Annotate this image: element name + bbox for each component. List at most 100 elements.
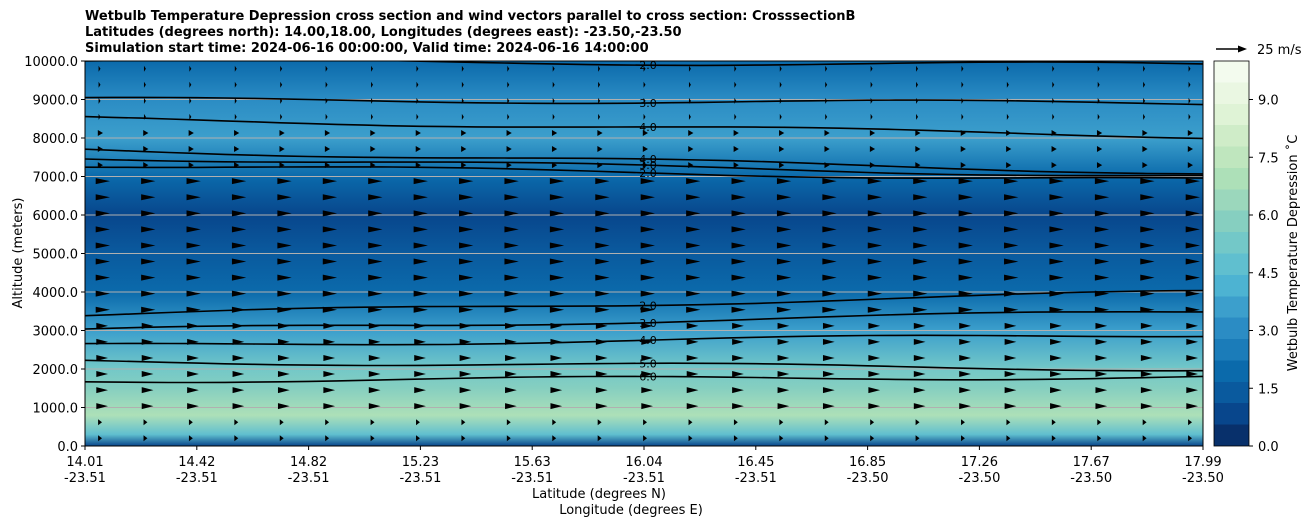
wind-vector (1051, 435, 1056, 442)
wind-vector (640, 210, 655, 217)
wind-vector (549, 290, 565, 297)
x-tick-label-lat: 16.04 (625, 455, 662, 470)
wind-vector (598, 65, 601, 72)
wind-vector (1140, 387, 1153, 394)
wind-vector (280, 81, 283, 88)
wind-vector (368, 322, 381, 329)
wind-vector (870, 419, 875, 426)
wind-vector (958, 226, 973, 233)
wind-vector (324, 146, 331, 153)
wind-vector (416, 419, 420, 426)
wind-vector (1185, 194, 1200, 201)
wind-vector (824, 419, 829, 426)
wind-vector (98, 419, 102, 426)
wind-vector (822, 306, 837, 313)
wind-vector (143, 435, 148, 442)
wind-vector (869, 162, 876, 169)
wind-vector (595, 371, 608, 378)
wind-vector (776, 178, 792, 185)
wind-vector (1143, 65, 1146, 72)
wind-vector (776, 194, 792, 201)
wind-vector (734, 97, 737, 104)
wind-vector (777, 338, 790, 345)
colorbar-tick-label: 7.5 (1258, 151, 1279, 166)
wind-vector (822, 403, 835, 410)
x-axis-label-lat: Latitude (degrees N) (532, 487, 666, 502)
wind-vector (643, 113, 646, 120)
wind-vector (368, 290, 383, 297)
wind-vector (825, 81, 828, 88)
wind-vector (1188, 419, 1192, 426)
wind-vector (416, 435, 420, 442)
wind-vector (504, 274, 519, 281)
wind-vector (822, 338, 835, 345)
wind-vector (824, 435, 829, 442)
wind-vector (143, 419, 148, 426)
wind-vector (1006, 97, 1009, 104)
wind-vector (1097, 435, 1102, 442)
wind-vector (505, 338, 517, 345)
wind-vector (368, 258, 383, 265)
wind-vector (188, 419, 193, 426)
wind-vector (1004, 290, 1019, 297)
wind-vector (1142, 419, 1147, 426)
wind-vector (597, 129, 603, 136)
x-tick-label-lat: 15.23 (402, 455, 439, 470)
wind-vector (188, 146, 194, 153)
wind-vector (280, 65, 283, 72)
contour-label: 6.0 (639, 370, 657, 383)
y-tick-label: 9000.0 (33, 94, 79, 109)
wind-vector (186, 258, 201, 265)
contour-label: 4.0 (639, 153, 657, 166)
wind-vector (776, 290, 792, 297)
wind-vector (459, 387, 472, 394)
x-tick-label-lon: -23.50 (1182, 471, 1224, 486)
wind-vector (868, 338, 881, 345)
wind-vector (1050, 354, 1062, 361)
wind-vector (867, 290, 883, 297)
wind-vector (597, 435, 602, 442)
contour-label: 2.0 (639, 300, 657, 313)
wind-vector (1004, 258, 1019, 265)
wind-vector (459, 354, 472, 361)
wind-vector (231, 210, 247, 217)
wind-vector (1187, 129, 1193, 136)
wind-vector (1186, 338, 1198, 345)
wind-vector (143, 146, 149, 153)
wind-vector (143, 129, 149, 136)
wind-vector (277, 242, 292, 249)
wind-vector (279, 162, 285, 169)
wind-vector (186, 290, 201, 297)
wind-vector (234, 97, 237, 104)
wind-vector (231, 258, 247, 265)
wind-vector (640, 178, 655, 185)
colorbar: 0.0 1.5 3.0 4.5 6.0 7.5 9.0 Wetbulb Temperatur… (1213, 60, 1301, 455)
contour-line-6-0 (85, 375, 1203, 384)
wind-vector (324, 162, 331, 169)
x-axis-label-lon: Longitude (degrees E) (559, 503, 703, 518)
wind-vector (913, 290, 928, 297)
wind-vector (822, 322, 835, 329)
wind-vector (549, 210, 565, 217)
wind-vector (549, 242, 565, 249)
wind-vector (1094, 226, 1110, 233)
wind-vector (504, 258, 519, 265)
wind-vector (686, 242, 701, 249)
wind-vector (1095, 403, 1108, 410)
wind-vector (961, 97, 964, 104)
x-tick-label-lon: -23.51 (176, 471, 218, 486)
wind-vector (916, 81, 918, 88)
wind-vector (867, 210, 883, 217)
wind-vector (280, 97, 283, 104)
wind-vector (231, 274, 247, 281)
wind-vector (413, 274, 428, 281)
wind-vector (822, 371, 835, 378)
wind-vector (368, 226, 383, 233)
wind-vector (640, 242, 655, 249)
wind-vector (870, 113, 873, 120)
wind-vector (959, 403, 971, 410)
wind-vector (776, 258, 792, 265)
wind-vector (549, 306, 565, 313)
wind-vector (913, 322, 926, 329)
wind-vector (1052, 97, 1055, 104)
